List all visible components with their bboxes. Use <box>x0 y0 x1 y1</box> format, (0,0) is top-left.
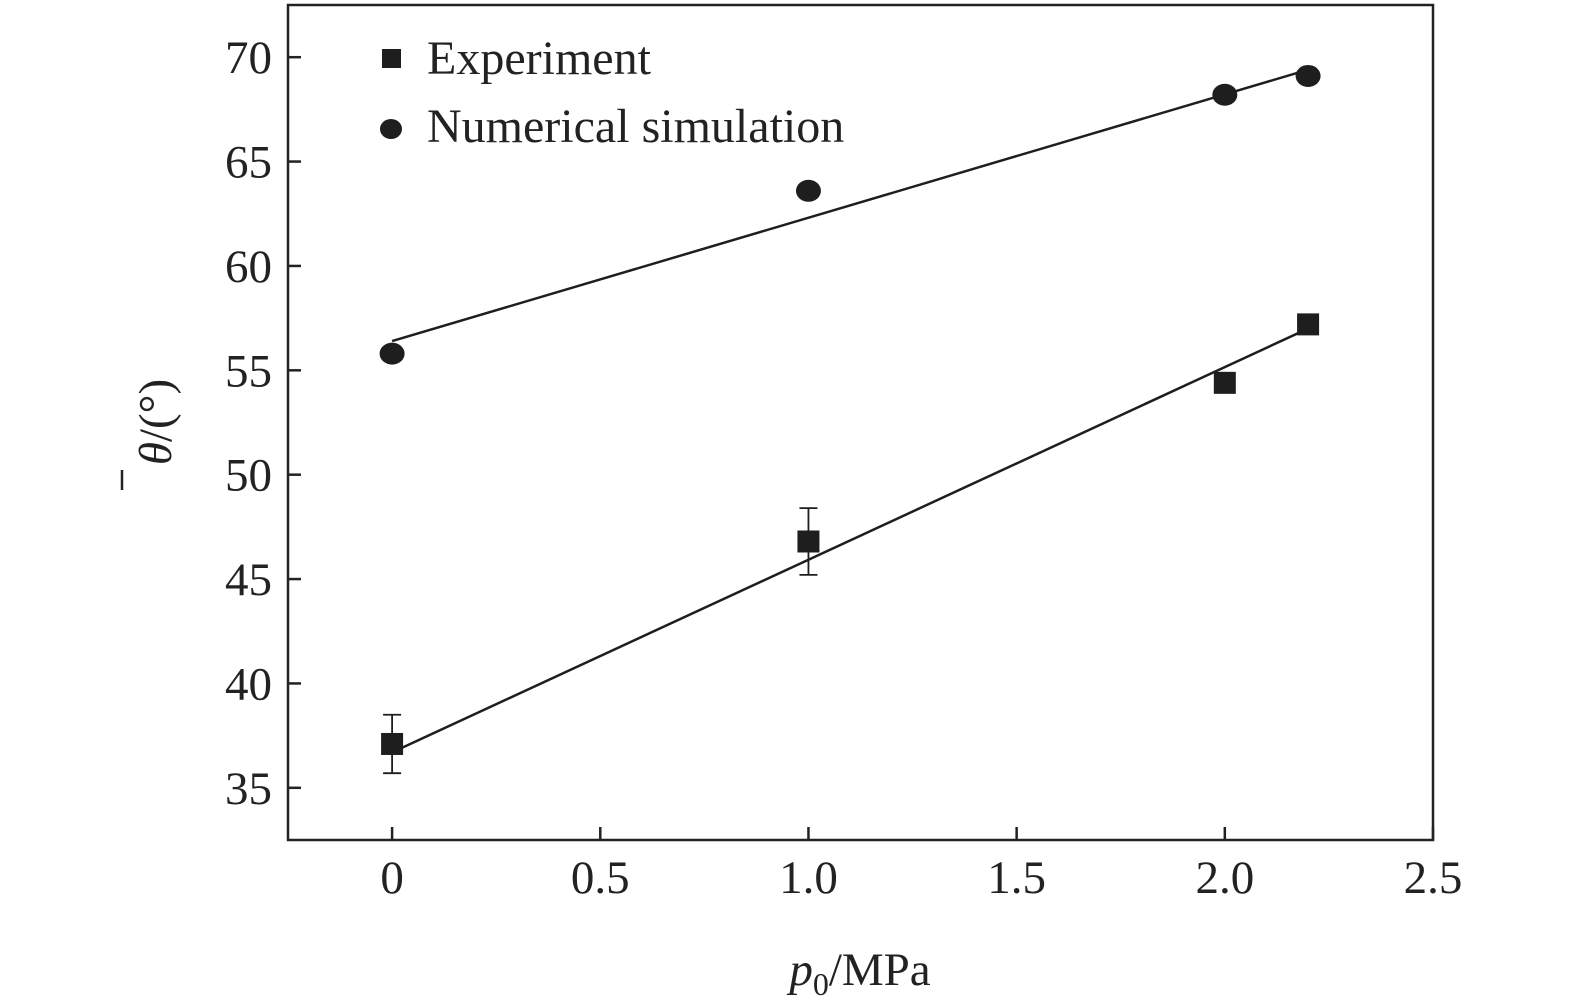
legend-marker-square <box>382 49 401 68</box>
y-tick-label: 65 <box>225 137 272 189</box>
simulation-point <box>795 179 821 202</box>
x-axis-unit: /MPa <box>829 944 931 996</box>
x-tick-label: 1.5 <box>987 852 1046 904</box>
x-axis-title: p0/MPa <box>786 944 930 1002</box>
legend-label: Numerical simulation <box>427 100 844 153</box>
y-axis-title: θ/(°) <box>120 379 182 490</box>
y-tick-label: 45 <box>225 554 272 606</box>
simulation-point <box>1295 64 1321 87</box>
legend: Experiment Numerical simulation <box>380 32 844 153</box>
x-axis-var: p <box>786 944 813 996</box>
experiment-point <box>797 530 820 553</box>
y-axis-unit: /(°) <box>130 379 182 442</box>
y-axis-ticks: 35 40 45 50 55 60 65 70 <box>225 32 301 815</box>
y-tick-label: 60 <box>225 241 272 293</box>
y-tick-label: 40 <box>225 658 272 710</box>
y-tick-label: 70 <box>225 32 272 84</box>
legend-label: Experiment <box>427 32 652 85</box>
x-axis-subscript: 0 <box>813 966 829 1002</box>
data-markers <box>379 64 1321 755</box>
legend-marker-circle <box>380 119 402 139</box>
simulation-point <box>1212 83 1238 106</box>
y-axis-var: θ <box>130 442 182 465</box>
error-bars <box>383 507 818 775</box>
x-tick-label: 2.5 <box>1404 852 1463 904</box>
experiment-point <box>381 732 404 755</box>
x-axis-ticks: 0 0.5 1.0 1.5 2.0 2.5 <box>380 827 1462 904</box>
experiment-point <box>1297 313 1320 336</box>
x-tick-label: 2.0 <box>1195 852 1254 904</box>
fit-line <box>391 68 1309 343</box>
fit-lines <box>391 68 1309 754</box>
x-tick-label: 1.0 <box>779 852 838 904</box>
svg-text:θ/(°): θ/(°) <box>130 379 182 465</box>
x-tick-label: 0 <box>380 852 404 904</box>
y-tick-label: 50 <box>225 450 272 502</box>
experiment-point <box>1213 371 1236 394</box>
x-tick-label: 0.5 <box>571 852 630 904</box>
fit-line <box>391 327 1309 754</box>
plot-frame <box>286 3 1435 842</box>
y-tick-label: 55 <box>225 345 272 397</box>
simulation-point <box>379 342 405 365</box>
y-tick-label: 35 <box>225 763 272 815</box>
